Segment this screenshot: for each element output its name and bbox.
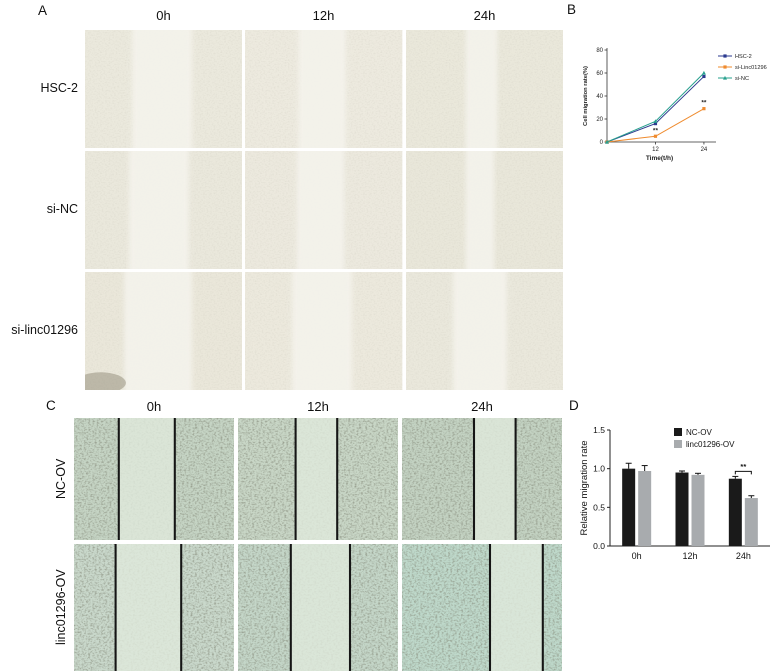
panel-c-micrograph-grid xyxy=(74,418,562,671)
scratch-wound-area xyxy=(474,418,516,540)
y-tick-label: 0.0 xyxy=(593,541,605,551)
x-tick-label: 0h xyxy=(632,551,642,561)
scratch-wound-area xyxy=(124,272,192,390)
legend-marker xyxy=(723,65,727,69)
scratch-wound-area xyxy=(297,151,345,269)
data-marker xyxy=(702,107,706,111)
bar xyxy=(691,474,705,546)
micrograph-linc01296-ov-24h xyxy=(402,544,562,671)
micrograph-nc-ov-24h xyxy=(402,418,562,540)
legend-label: si-Linc01296 xyxy=(735,65,767,71)
y-axis-title: Cell migration rate(%) xyxy=(583,66,589,126)
panel-b-label: B xyxy=(567,2,577,17)
bar xyxy=(744,498,758,546)
scratch-wound-area xyxy=(132,30,192,148)
legend-label: HSC-2 xyxy=(735,54,752,60)
data-marker xyxy=(702,74,706,79)
panel-a-row-label-si-nc: si-NC xyxy=(46,202,78,216)
panel-c-col-header-12h: 12h xyxy=(307,399,329,414)
micrograph-si-linc01296-24h xyxy=(405,272,563,390)
significance-bracket xyxy=(734,470,752,475)
legend-label: linc01296-OV xyxy=(686,440,735,449)
panel-a-label: A xyxy=(38,3,48,18)
micrograph-linc01296-ov-0h xyxy=(74,544,234,671)
panel-a-col-header-24h: 24h xyxy=(473,8,496,23)
scratch-wound-area xyxy=(465,30,497,148)
panel-a-micrograph-grid xyxy=(85,30,563,390)
x-tick-label: 12 xyxy=(652,147,659,153)
significance-marker: ** xyxy=(740,462,746,471)
scratch-wound-area xyxy=(490,544,543,671)
micrograph-hsc2-0h xyxy=(85,30,243,148)
bar xyxy=(622,468,636,546)
y-tick-label: 60 xyxy=(596,71,603,77)
panel-a-col-header-12h: 12h xyxy=(312,8,335,23)
y-axis-title: Relative migration rate xyxy=(579,440,590,535)
micrograph-si-linc01296-0h xyxy=(85,272,243,390)
bar xyxy=(638,470,652,546)
scratch-wound-area xyxy=(115,544,182,671)
micrograph-nc-ov-12h xyxy=(238,418,398,540)
cell-migration-line-chart: 0 20 40 60 80 12 24 Time(t/h) Cell migration rat… xyxy=(583,48,767,162)
micrograph-linc01296-ov-12h xyxy=(238,544,398,671)
x-axis-title: Time(t/h) xyxy=(646,155,673,162)
data-marker xyxy=(701,70,706,75)
y-tick-label: 40 xyxy=(596,94,603,100)
scratch-wound-area xyxy=(129,151,189,269)
panel-c-row-label-linc01296-ov: linc01296-OV xyxy=(54,569,68,646)
y-tick-label: 1.0 xyxy=(593,464,605,474)
y-tick-label: 0 xyxy=(600,140,604,146)
legend-swatch xyxy=(674,440,682,448)
significance-marker: ** xyxy=(701,100,707,107)
scratch-wound-area xyxy=(118,418,175,540)
scratch-wound-area xyxy=(290,544,350,671)
micrograph-si-nc-24h xyxy=(405,151,563,269)
panel-c-row-label-nc-ov: NC-OV xyxy=(54,458,68,500)
micrograph-hsc2-12h xyxy=(245,30,403,148)
legend-marker xyxy=(723,75,727,80)
scratch-wound-area xyxy=(465,151,494,269)
y-tick-label: 1.5 xyxy=(593,425,605,435)
x-tick-label: 24h xyxy=(736,551,751,561)
micrograph-si-linc01296-12h xyxy=(245,272,403,390)
panel-a-row-label-hsc2: HSC-2 xyxy=(40,81,78,95)
significance-marker: ** xyxy=(653,127,659,134)
legend-marker xyxy=(723,54,727,58)
data-marker xyxy=(653,134,658,138)
scratch-wound-area xyxy=(452,272,507,390)
micrograph-hsc2-24h xyxy=(405,30,563,148)
y-tick-label: 80 xyxy=(596,48,603,54)
panel-a-col-header-0h: 0h xyxy=(156,8,171,23)
panel-c-label: C xyxy=(46,398,56,413)
data-marker xyxy=(653,119,658,123)
micrograph-si-nc-12h xyxy=(245,151,403,269)
panel-c-col-header-24h: 24h xyxy=(471,399,493,414)
micrograph-si-nc-0h xyxy=(85,151,243,269)
legend-label: si-NC xyxy=(735,76,749,82)
micrograph-nc-ov-0h xyxy=(74,418,234,540)
scratch-wound-area xyxy=(292,272,353,390)
panel-c-col-header-0h: 0h xyxy=(146,399,162,414)
bar xyxy=(728,478,742,546)
legend-label: NC-OV xyxy=(686,428,712,437)
data-marker xyxy=(653,122,658,126)
data-marker xyxy=(605,139,609,144)
panel-d-label: D xyxy=(569,398,579,413)
y-tick-label: 0.5 xyxy=(593,502,605,512)
panel-a-row-label-si-linc01296: si-linc01296 xyxy=(11,323,78,337)
scratch-wound-area xyxy=(298,30,347,148)
x-tick-label: 12h xyxy=(682,551,697,561)
y-tick-label: 20 xyxy=(596,117,603,123)
legend-swatch xyxy=(674,428,682,436)
scratch-wound-area xyxy=(295,418,338,540)
x-tick-label: 24 xyxy=(701,147,708,153)
bar xyxy=(675,472,689,546)
